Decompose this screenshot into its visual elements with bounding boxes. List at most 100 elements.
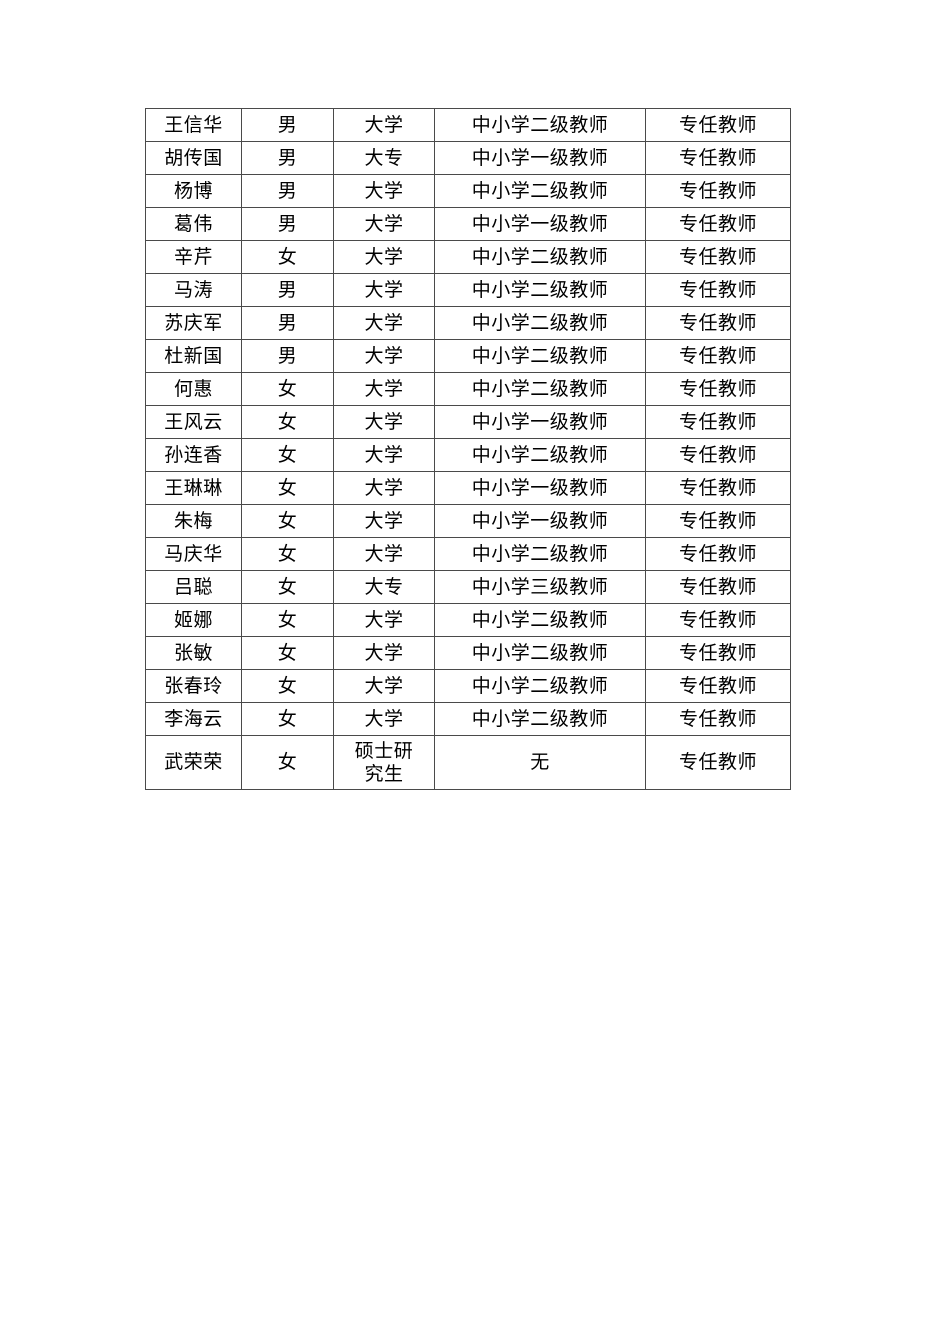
cell-education: 大学 <box>333 207 435 241</box>
cell-post: 专任教师 <box>645 306 791 340</box>
table-row: 王风云女大学 中小学一级教师 专任教师 <box>145 405 791 439</box>
cell-name: 苏庆军 <box>145 306 242 340</box>
cell-education: 大学 <box>333 240 435 274</box>
cell-education: 大学 <box>333 702 435 736</box>
table-row: 朱梅女大学 中小学一级教师 专任教师 <box>145 504 791 538</box>
table-row: 苏庆军男大学 中小学二级教师 专任教师 <box>145 306 791 340</box>
cell-education: 大学 <box>333 603 435 637</box>
table-row: 杨博男大学 中小学二级教师 专任教师 <box>145 174 791 208</box>
cell-title: 中小学二级教师 <box>434 108 646 142</box>
cell-post: 专任教师 <box>645 735 791 790</box>
cell-gender: 女 <box>241 669 334 703</box>
cell-post: 专任教师 <box>645 570 791 604</box>
cell-title: 中小学二级教师 <box>434 339 646 373</box>
cell-title: 中小学三级教师 <box>434 570 646 604</box>
cell-title: 中小学二级教师 <box>434 306 646 340</box>
cell-gender: 男 <box>241 207 334 241</box>
cell-gender: 女 <box>241 438 334 472</box>
cell-name: 何惠 <box>145 372 242 406</box>
cell-education: 大学 <box>333 471 435 505</box>
cell-name: 吕聪 <box>145 570 242 604</box>
cell-name: 胡传国 <box>145 141 242 175</box>
cell-education: 大学 <box>333 405 435 439</box>
cell-title: 中小学二级教师 <box>434 603 646 637</box>
roster-table-container: 王信华男大学 中小学二级教师 专任教师 胡传国男大专 中小学一级教师 专任教师 杨博男大学中… <box>145 108 791 790</box>
cell-education: 大学 <box>333 504 435 538</box>
table-row: 张敏女大学 中小学二级教师 专任教师 <box>145 636 791 670</box>
cell-education: 大专 <box>333 570 435 604</box>
cell-post: 专任教师 <box>645 537 791 571</box>
cell-post: 专任教师 <box>645 702 791 736</box>
cell-title: 中小学二级教师 <box>434 669 646 703</box>
cell-title: 中小学二级教师 <box>434 438 646 472</box>
table-row: 何惠女大学 中小学二级教师 专任教师 <box>145 372 791 406</box>
cell-education: 大学 <box>333 339 435 373</box>
cell-education: 大学 <box>333 537 435 571</box>
cell-post: 专任教师 <box>645 471 791 505</box>
cell-post: 专任教师 <box>645 141 791 175</box>
cell-post: 专任教师 <box>645 108 791 142</box>
cell-post: 专任教师 <box>645 174 791 208</box>
roster-table-body: 王信华男大学 中小学二级教师 专任教师 胡传国男大专 中小学一级教师 专任教师 杨博男大学中… <box>145 108 791 790</box>
cell-name: 王信华 <box>145 108 242 142</box>
cell-title: 中小学二级教师 <box>434 240 646 274</box>
cell-title: 中小学二级教师 <box>434 636 646 670</box>
cell-name: 马庆华 <box>145 537 242 571</box>
cell-gender: 男 <box>241 141 334 175</box>
cell-title: 中小学一级教师 <box>434 141 646 175</box>
cell-gender: 男 <box>241 339 334 373</box>
cell-name: 马涛 <box>145 273 242 307</box>
cell-name: 武荣荣 <box>145 735 242 790</box>
cell-post: 专任教师 <box>645 603 791 637</box>
cell-gender: 女 <box>241 735 334 790</box>
cell-name: 王风云 <box>145 405 242 439</box>
table-row: 胡传国男大专 中小学一级教师 专任教师 <box>145 141 791 175</box>
cell-gender: 男 <box>241 306 334 340</box>
cell-title: 中小学一级教师 <box>434 207 646 241</box>
cell-education: 大学 <box>333 306 435 340</box>
cell-education: 大专 <box>333 141 435 175</box>
cell-post: 专任教师 <box>645 372 791 406</box>
cell-education: 大学 <box>333 108 435 142</box>
cell-title: 中小学二级教师 <box>434 174 646 208</box>
cell-education: 大学 <box>333 273 435 307</box>
cell-gender: 男 <box>241 108 334 142</box>
cell-title: 中小学二级教师 <box>434 372 646 406</box>
cell-name: 辛芹 <box>145 240 242 274</box>
cell-title: 中小学二级教师 <box>434 537 646 571</box>
cell-post: 专任教师 <box>645 504 791 538</box>
cell-gender: 女 <box>241 471 334 505</box>
cell-name: 葛伟 <box>145 207 242 241</box>
cell-education: 大学 <box>333 174 435 208</box>
cell-name: 朱梅 <box>145 504 242 538</box>
table-row: 马庆华女大学 中小学二级教师 专任教师 <box>145 537 791 571</box>
cell-name: 孙连香 <box>145 438 242 472</box>
table-row: 吕聪女大专 中小学三级教师 专任教师 <box>145 570 791 604</box>
cell-post: 专任教师 <box>645 207 791 241</box>
cell-post: 专任教师 <box>645 438 791 472</box>
cell-post: 专任教师 <box>645 240 791 274</box>
table-row: 葛伟男大学 中小学一级教师 专任教师 <box>145 207 791 241</box>
cell-gender: 女 <box>241 702 334 736</box>
cell-post: 专任教师 <box>645 636 791 670</box>
table-row: 孙连香女大学 中小学二级教师 专任教师 <box>145 438 791 472</box>
cell-education: 大学 <box>333 438 435 472</box>
cell-gender: 女 <box>241 504 334 538</box>
table-row: 李海云女大学 中小学二级教师 专任教师 <box>145 702 791 736</box>
cell-education: 大学 <box>333 372 435 406</box>
cell-name: 王琳琳 <box>145 471 242 505</box>
cell-title: 中小学一级教师 <box>434 504 646 538</box>
table-row: 杜新国男大学 中小学二级教师 专任教师 <box>145 339 791 373</box>
table-row: 姬娜女大学 中小学二级教师 专任教师 <box>145 603 791 637</box>
table-row: 马涛男大学 中小学二级教师 专任教师 <box>145 273 791 307</box>
table-row: 王琳琳女大学 中小学一级教师 专任教师 <box>145 471 791 505</box>
cell-gender: 男 <box>241 174 334 208</box>
table-row: 辛芹女大学 中小学二级教师 专任教师 <box>145 240 791 274</box>
cell-name: 杨博 <box>145 174 242 208</box>
cell-name: 杜新国 <box>145 339 242 373</box>
cell-gender: 女 <box>241 537 334 571</box>
cell-name: 张敏 <box>145 636 242 670</box>
cell-gender: 女 <box>241 636 334 670</box>
cell-name: 张春玲 <box>145 669 242 703</box>
